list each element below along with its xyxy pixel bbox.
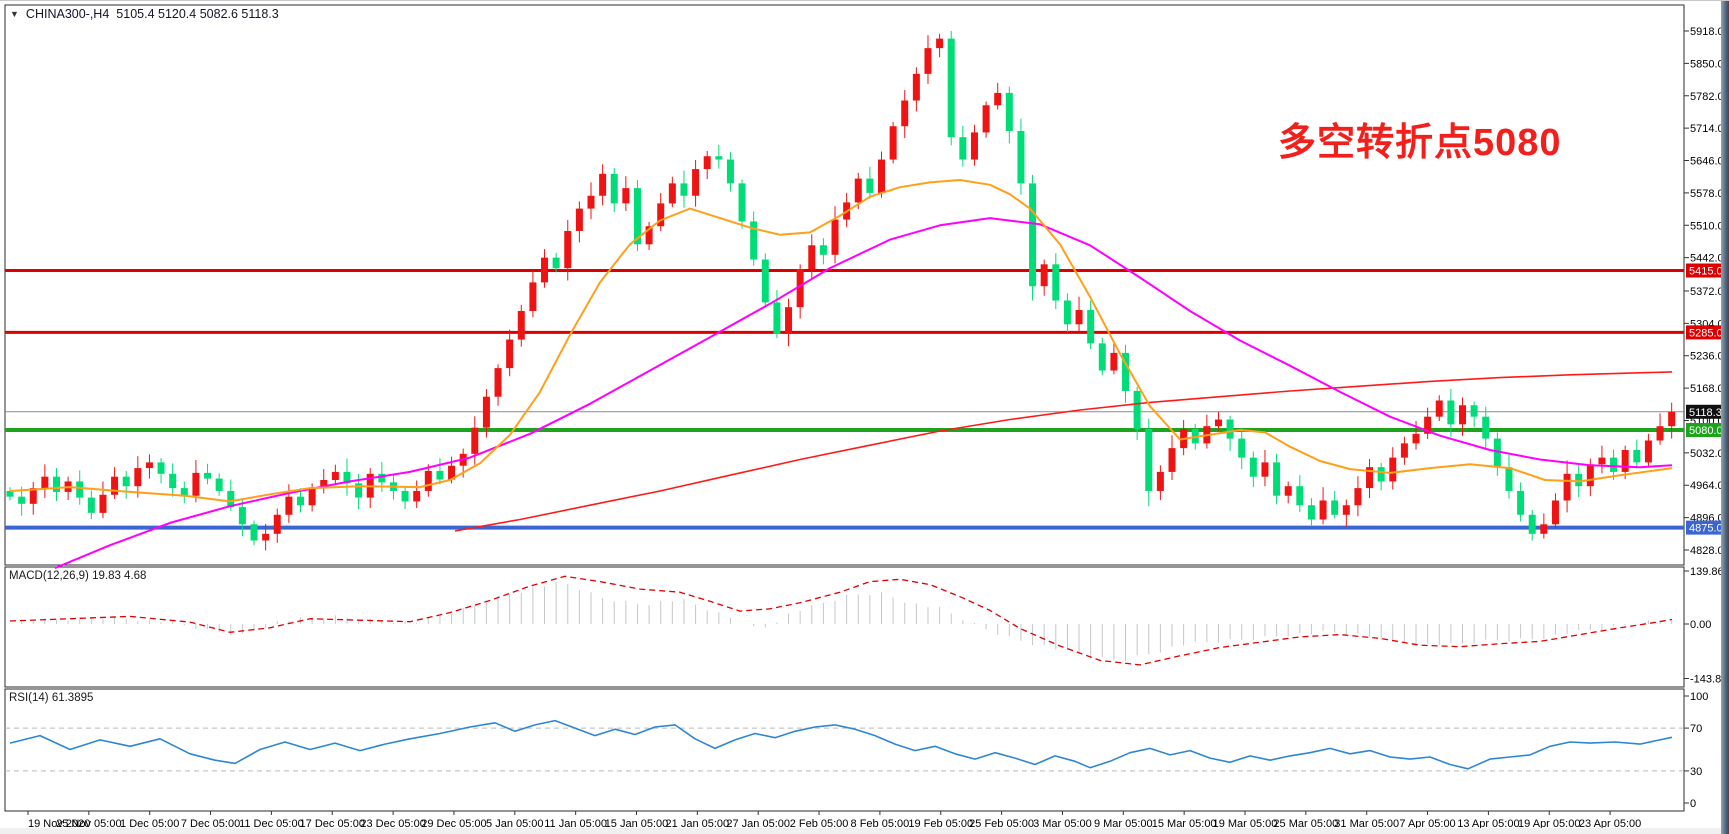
svg-text:70: 70 <box>1690 723 1702 735</box>
svg-text:5578.0: 5578.0 <box>1690 188 1724 200</box>
svg-text:4875.0: 4875.0 <box>1689 523 1723 535</box>
svg-text:25 Feb 05:00: 25 Feb 05:00 <box>969 818 1034 830</box>
svg-text:5646.0: 5646.0 <box>1690 156 1724 168</box>
ohlc-values: 5105.4 5120.4 5082.6 5118.3 <box>116 7 279 21</box>
chart-annotation-text: 多空转折点5080 <box>1278 122 1562 164</box>
svg-text:7 Dec 05:00: 7 Dec 05:00 <box>181 818 240 830</box>
price-axis: 5918.0 5850.0 5782.0 5714.0 5646.0 5578.0 5510… <box>1684 26 1724 557</box>
svg-text:23 Dec 05:00: 23 Dec 05:00 <box>360 818 425 830</box>
svg-text:5080.0: 5080.0 <box>1689 425 1723 437</box>
candlestick-series <box>6 31 1676 551</box>
svg-text:19 Apr 05:00: 19 Apr 05:00 <box>1518 818 1580 830</box>
svg-text:15 Mar 05:00: 15 Mar 05:00 <box>1152 818 1217 830</box>
svg-text:27 Jan 05:00: 27 Jan 05:00 <box>726 818 790 830</box>
symbol-timeframe-label: CHINA300-,H4 <box>25 7 110 21</box>
svg-text:8 Feb 05:00: 8 Feb 05:00 <box>851 818 910 830</box>
svg-text:100: 100 <box>1690 691 1708 703</box>
window-bottom-edge <box>0 828 1721 834</box>
svg-text:15 Jan 05:00: 15 Jan 05:00 <box>605 818 669 830</box>
svg-text:5285.0: 5285.0 <box>1689 327 1723 339</box>
svg-text:3 Mar 05:00: 3 Mar 05:00 <box>1033 818 1092 830</box>
price-level-badges: 5415.0 5285.0 5118.3 5080.0 4875.0 <box>1686 263 1723 535</box>
svg-text:5782.0: 5782.0 <box>1690 91 1724 103</box>
svg-text:0: 0 <box>1690 798 1696 810</box>
macd-indicator-label: MACD(12,26,9) 19.83 4.68 <box>9 570 147 582</box>
svg-text:5 Jan 05:00: 5 Jan 05:00 <box>486 818 544 830</box>
svg-text:19 Nov 2020: 19 Nov 2020 <box>28 818 90 830</box>
svg-text:30: 30 <box>1690 766 1702 778</box>
svg-text:31 Mar 05:00: 31 Mar 05:00 <box>1334 818 1399 830</box>
svg-text:9 Mar 05:00: 9 Mar 05:00 <box>1094 818 1153 830</box>
svg-text:139.86: 139.86 <box>1690 566 1724 578</box>
svg-text:5442.0: 5442.0 <box>1690 253 1724 265</box>
svg-text:4964.0: 4964.0 <box>1690 480 1724 492</box>
svg-text:5372.0: 5372.0 <box>1690 286 1724 298</box>
svg-text:23 Apr 05:00: 23 Apr 05:00 <box>1579 818 1641 830</box>
svg-text:5032.0: 5032.0 <box>1690 448 1724 460</box>
svg-text:5510.0: 5510.0 <box>1690 220 1724 232</box>
svg-text:0.00: 0.00 <box>1690 619 1711 631</box>
svg-text:5236.0: 5236.0 <box>1690 351 1724 363</box>
svg-text:11 Jan 05:00: 11 Jan 05:00 <box>544 818 607 830</box>
svg-text:19 Mar 05:00: 19 Mar 05:00 <box>1213 818 1278 830</box>
svg-text:25 Mar 05:00: 25 Mar 05:00 <box>1273 818 1338 830</box>
symbol-info-bar: ▼ CHINA300-,H4 5105.4 5120.4 5082.6 5118… <box>10 7 279 21</box>
svg-text:5918.0: 5918.0 <box>1690 26 1724 38</box>
svg-text:5714.0: 5714.0 <box>1690 123 1724 135</box>
svg-text:13 Apr 05:00: 13 Apr 05:00 <box>1457 818 1519 830</box>
svg-text:21 Jan 05:00: 21 Jan 05:00 <box>666 818 730 830</box>
svg-text:5850.0: 5850.0 <box>1690 58 1724 70</box>
svg-text:17 Dec 05:00: 17 Dec 05:00 <box>300 818 365 830</box>
macd-panel: 139.86 0.00 -143.82 <box>9 566 1727 686</box>
svg-text:25 Nov 05:00: 25 Nov 05:00 <box>56 818 121 830</box>
svg-text:19 Feb 05:00: 19 Feb 05:00 <box>908 818 973 830</box>
horizontal-level-lines <box>5 269 1684 530</box>
svg-text:5118.3: 5118.3 <box>1689 407 1722 419</box>
window-right-edge <box>1721 1 1729 834</box>
rsi-indicator-label: RSI(14) 61.3895 <box>9 692 94 704</box>
svg-text:4828.0: 4828.0 <box>1690 545 1724 557</box>
svg-text:2 Feb 05:00: 2 Feb 05:00 <box>790 818 849 830</box>
svg-text:11 Dec 05:00: 11 Dec 05:00 <box>239 818 304 830</box>
rsi-panel: 100 70 30 0 <box>5 691 1708 810</box>
svg-text:1 Dec 05:00: 1 Dec 05:00 <box>120 818 179 830</box>
svg-text:-143.82: -143.82 <box>1690 674 1727 686</box>
panel-borders <box>4 4 1685 812</box>
chevron-down-icon[interactable]: ▼ <box>10 9 19 19</box>
svg-text:5415.0: 5415.0 <box>1689 266 1723 278</box>
svg-text:29 Dec 05:00: 29 Dec 05:00 <box>421 818 486 830</box>
svg-text:5168.0: 5168.0 <box>1690 383 1724 395</box>
moving-averages <box>9 179 1673 570</box>
svg-text:7 Apr 05:00: 7 Apr 05:00 <box>1399 818 1455 830</box>
